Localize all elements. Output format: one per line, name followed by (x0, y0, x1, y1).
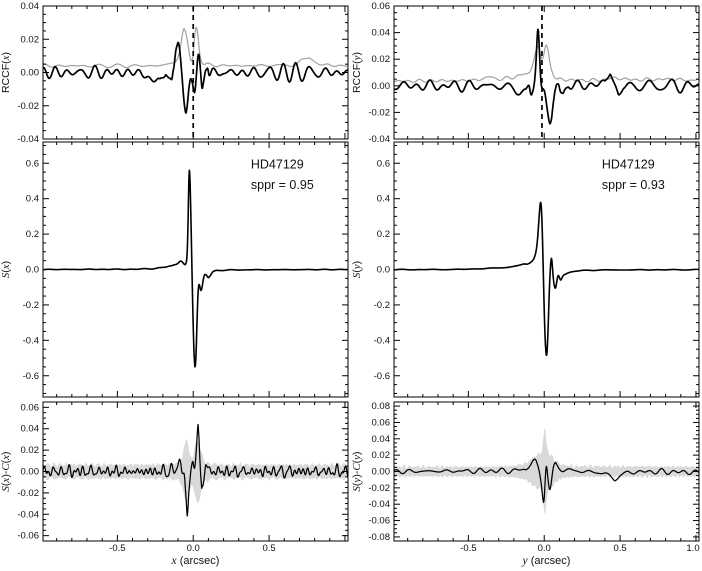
y-tick-label: -0.6 (374, 371, 390, 382)
axis-ticks (394, 142, 699, 397)
x-axis-title: x (arcsec) (171, 555, 220, 567)
y-tick-label: -0.4 (23, 335, 39, 346)
y-tick-label: 0.2 (26, 229, 39, 240)
y-tick-label: 0.00 (21, 467, 40, 478)
axes-frame (42, 5, 349, 140)
y-axis-title: S(y)-C(y) (351, 451, 363, 491)
y-tick-label: -0.02 (368, 483, 390, 494)
plot-area-s_x (43, 169, 348, 368)
y-tick-label: -0.06 (17, 531, 39, 542)
plot-area-rccf_y (394, 6, 699, 139)
axis-ticks (43, 5, 348, 140)
y-tick-label: -0.04 (368, 499, 390, 510)
y-tick-label: 0.0 (377, 265, 390, 276)
axis-ticks (43, 402, 348, 541)
y-tick-label: 0.04 (372, 434, 391, 445)
panel-rccf-y: 0.06 0.04 0.02 0.00 -0.02 -0.04 RCCF(y) (351, 1, 700, 145)
panel-residual-x: -0.5 0.0 0.5 0.06 0.04 0.02 0.00 -0.02 -0.04 -0.0… (0, 401, 349, 567)
rccf-x-black-curve (43, 41, 348, 114)
y-tick-label: 0.0 (26, 265, 39, 276)
x-tick-label: 0.0 (187, 543, 200, 554)
y-tick-label: 0.04 (372, 28, 391, 39)
rccf-x-gray-curve (43, 26, 348, 69)
res-y-black-curve (394, 458, 699, 504)
y-tick-label: 0.08 (372, 401, 391, 412)
s-x-black-curve (43, 169, 348, 368)
y-tick-label: -0.06 (368, 516, 390, 527)
y-tick-label: -0.2 (23, 300, 39, 311)
y-tick-label: 0.02 (372, 450, 391, 461)
y-tick-label: -0.4 (374, 335, 390, 346)
y-tick-label: 0.02 (372, 54, 391, 65)
y-tick-label: -0.6 (23, 371, 39, 382)
plot-area-rccf_x (43, 6, 348, 139)
y-tick-label: -0.04 (17, 134, 39, 145)
rccf-y-black-curve (394, 28, 699, 125)
y-tick-label: 0.6 (377, 158, 390, 169)
plot-area-res_x (43, 423, 348, 517)
y-axis-title: S(x)-C(x) (0, 451, 12, 491)
y-tick-label: -0.08 (368, 532, 390, 543)
y-axis-title: S(x) (0, 261, 12, 278)
x-tick-label: -0.5 (460, 543, 476, 554)
plot-area-s_y (394, 201, 699, 357)
y-tick-label: -0.04 (368, 134, 390, 145)
x-tick-label: 0.5 (262, 543, 275, 554)
panel-rccf-x: 0.04 0.02 0.00 -0.02 -0.04 RCCF(x) (0, 1, 349, 145)
x-tick-label: 0.0 (538, 543, 551, 554)
x-tick-label: 1.0 (686, 543, 699, 554)
y-tick-label: 0.6 (26, 158, 39, 169)
x-tick-label: -0.5 (109, 543, 125, 554)
y-tick-label: 0.04 (21, 424, 40, 435)
sppr-value-label: sppr = 0.95 (251, 178, 314, 192)
axis-ticks (394, 402, 699, 541)
x-axis-title: y (arcsec) (522, 555, 571, 567)
y-tick-label: -0.02 (17, 101, 39, 112)
y-tick-label: 0.4 (377, 194, 390, 205)
panel-residual-y: -0.5 0.0 0.5 1.0 0.08 0.06 0.04 0.02 0.00 -0.02 -0… (351, 401, 700, 567)
y-tick-label: 0.00 (372, 467, 391, 478)
y-axis-title: S(y) (351, 261, 363, 278)
axis-ticks (394, 5, 699, 140)
y-tick-label: 0.06 (372, 417, 391, 428)
panel-s-x: 0.6 0.4 0.2 0.0 -0.2 -0.4 -0.6 S(x) HD47129 sppr … (0, 141, 349, 398)
res-x-black-curve (43, 423, 348, 517)
axes-frame (393, 5, 700, 140)
y-tick-label: 0.04 (21, 1, 40, 12)
target-name-label: HD47129 (251, 158, 304, 172)
y-tick-label: 0.00 (21, 68, 40, 79)
y-tick-label: -0.2 (374, 300, 390, 311)
x-tick-label: 0.5 (613, 543, 626, 554)
s-y-black-curve (394, 201, 699, 357)
y-axis-title: RCCF(y) (351, 52, 363, 93)
y-tick-label: 0.4 (26, 194, 39, 205)
sppr-value-label: sppr = 0.93 (602, 178, 665, 192)
y-tick-label: 0.02 (21, 34, 40, 45)
panel-s-y: 0.6 0.4 0.2 0.0 -0.2 -0.4 -0.6 S(y) HD47129 sppr … (351, 141, 700, 398)
y-tick-label: -0.02 (17, 488, 39, 499)
y-tick-label: -0.04 (17, 509, 39, 520)
target-name-label: HD47129 (602, 158, 655, 172)
rccf-y-gray-curve (394, 44, 699, 83)
y-tick-label: 0.00 (372, 81, 391, 92)
y-axis-title: RCCF(x) (0, 52, 12, 93)
y-tick-label: 0.06 (21, 402, 40, 413)
error-band-y (394, 428, 699, 514)
y-tick-label: -0.02 (368, 107, 390, 118)
y-tick-label: 0.2 (377, 229, 390, 240)
y-tick-label: 0.02 (21, 445, 40, 456)
y-tick-label: 0.06 (372, 1, 391, 12)
error-band-x (43, 439, 348, 504)
plot-area-res_y (394, 428, 699, 514)
axis-ticks (43, 142, 348, 397)
